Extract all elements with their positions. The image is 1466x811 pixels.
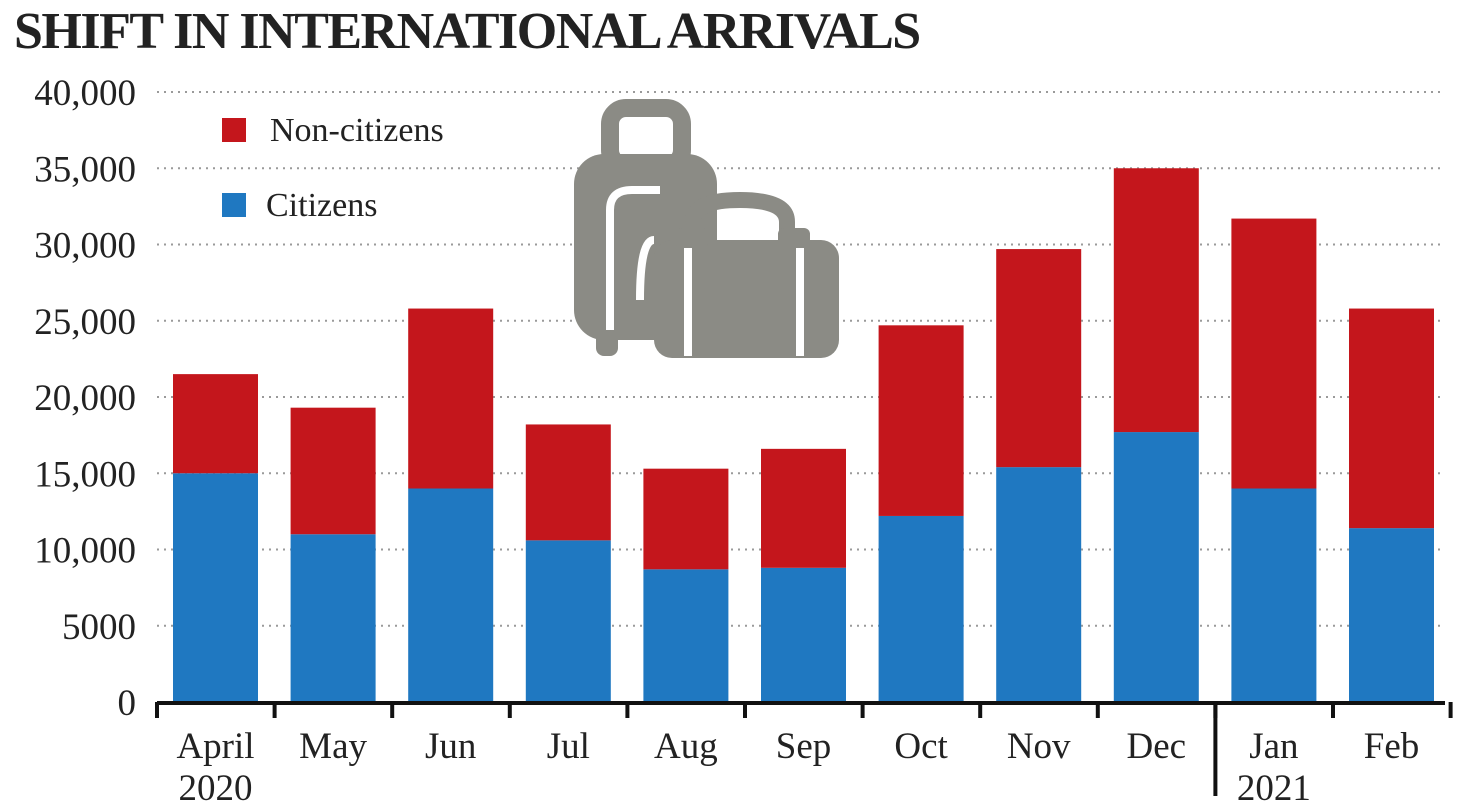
y-tick-label: 30,000: [34, 226, 136, 267]
y-tick-label: 20,000: [34, 378, 136, 419]
bars: [173, 168, 1434, 702]
x-tick-label: Aug: [654, 726, 718, 767]
y-tick-label: 15,000: [34, 454, 136, 495]
bar-segment-citizens: [1231, 488, 1317, 702]
bar-segment-non-citizens: [1113, 168, 1199, 433]
x-axis-tick-labels: April May Jun Jul Aug Sep Oct Nov Dec Jan Feb 2020 2…: [176, 726, 1419, 809]
x-tick-label: April: [176, 726, 254, 767]
legend-label-non-citizens: Non-citizens: [270, 112, 444, 149]
y-tick-label: 25,000: [34, 302, 136, 343]
legend-swatch-non-citizens: [222, 118, 246, 142]
x-tick-label: Oct: [894, 726, 948, 767]
bar-segment-non-citizens: [290, 407, 376, 535]
bag-body: [654, 240, 839, 358]
bar-segment-citizens: [996, 467, 1082, 702]
bar-segment-non-citizens: [878, 325, 964, 516]
y-tick-label: 5000: [62, 607, 136, 648]
x-tick-label: Jan: [1249, 726, 1298, 767]
bar-segment-citizens: [761, 567, 846, 702]
y-axis-tick-labels: 0 5000 10,000 15,000 20,000 25,000 30,000 35,00…: [34, 73, 136, 724]
y-tick-label: 40,000: [34, 73, 136, 114]
bar-segment-non-citizens: [643, 468, 729, 570]
bar-segment-non-citizens: [996, 249, 1082, 468]
bar-segment-non-citizens: [408, 308, 494, 489]
bar-segment-non-citizens: [525, 424, 611, 541]
bag-clasp-right: [778, 228, 810, 250]
bar-segment-citizens: [408, 488, 494, 702]
bar-segment-citizens: [643, 569, 729, 702]
y-tick-label: 0: [118, 683, 137, 724]
legend-label-citizens: Citizens: [266, 187, 377, 224]
legend: Non-citizens Citizens: [222, 112, 444, 224]
bar-segment-non-citizens: [761, 448, 846, 568]
luggage-shapes: [574, 99, 839, 358]
x-year-label: 2021: [1237, 768, 1311, 809]
bar-segment-citizens: [1113, 432, 1199, 702]
suitcase-wheel: [596, 330, 618, 356]
x-year-label: 2020: [179, 768, 253, 809]
x-axis: [155, 701, 1453, 796]
bar-segment-non-citizens: [1231, 218, 1317, 489]
bar-segment-non-citizens: [1349, 308, 1434, 529]
bar-segment-citizens: [173, 473, 258, 702]
luggage-icon: [574, 99, 839, 358]
bar-segment-citizens: [525, 540, 611, 702]
gridlines: [157, 91, 1443, 627]
bag-handle: [685, 191, 795, 250]
x-tick-label: Jun: [425, 726, 476, 767]
bar-segment-citizens: [1349, 528, 1434, 702]
bag-clasp-left: [676, 228, 708, 250]
chart-title: SHIFT IN INTERNATIONAL ARRIVALS: [14, 3, 921, 60]
x-tick-label: May: [299, 726, 367, 767]
x-tick-label: Sep: [776, 726, 832, 767]
legend-swatch-citizens: [222, 193, 246, 217]
x-tick-label: Feb: [1364, 726, 1420, 767]
bag-outline: [636, 236, 655, 301]
y-tick-label: 10,000: [34, 531, 136, 572]
bar-segment-citizens: [878, 515, 964, 702]
x-tick-label: Nov: [1007, 726, 1071, 767]
y-tick-label: 35,000: [34, 149, 136, 190]
x-tick-label: Jul: [547, 726, 590, 767]
suitcase-seam: [606, 186, 660, 330]
bar-segment-citizens: [290, 534, 376, 702]
x-tick-label: Dec: [1127, 726, 1187, 767]
bar-segment-non-citizens: [173, 374, 258, 474]
